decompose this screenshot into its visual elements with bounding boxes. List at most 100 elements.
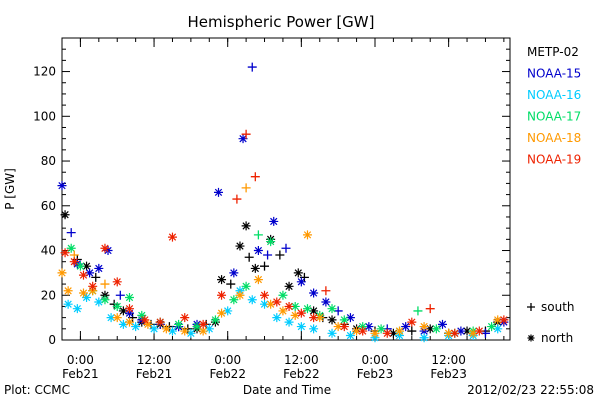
y-tick-label: 20 bbox=[41, 288, 56, 302]
data-point-noaa-15-south bbox=[333, 306, 343, 316]
data-point-noaa-16-north bbox=[106, 313, 116, 323]
data-point-noaa-17-north bbox=[210, 315, 220, 325]
data-point-noaa-15-south bbox=[263, 250, 273, 260]
x-tick-label-time: 12:00 bbox=[137, 353, 172, 367]
data-point-noaa-15-north bbox=[253, 246, 263, 256]
x-axis-ticks: 0:00Feb2112:00Feb210:00Feb2212:00Feb220:… bbox=[61, 38, 505, 381]
data-point-noaa-15-south bbox=[115, 290, 125, 300]
data-point-metp-02-north bbox=[293, 268, 303, 278]
y-tick-label: 0 bbox=[48, 333, 56, 347]
data-point-noaa-15-north bbox=[238, 134, 248, 144]
data-point-noaa-19-north bbox=[339, 322, 349, 332]
data-point-noaa-19-north bbox=[88, 281, 98, 291]
data-point-metp-02-north bbox=[217, 275, 227, 285]
data-point-noaa-16-north bbox=[260, 299, 270, 309]
data-point-noaa-18-north bbox=[333, 322, 343, 332]
data-point-noaa-16-north bbox=[118, 319, 128, 329]
y-tick-label: 120 bbox=[33, 65, 56, 79]
data-point-noaa-19-north bbox=[260, 290, 270, 300]
data-point-noaa-19-north bbox=[296, 308, 306, 318]
y-axis-ticks: 0 20 40 60 80 100 120 bbox=[33, 37, 510, 347]
data-point-noaa-18-south bbox=[241, 183, 251, 193]
data-point-noaa-17-north bbox=[192, 322, 202, 332]
data-point-noaa-16-north bbox=[327, 328, 337, 338]
data-point-noaa-16-north bbox=[94, 297, 104, 307]
data-point-noaa-18-north bbox=[217, 308, 227, 318]
data-point-noaa-16-north bbox=[72, 304, 82, 314]
data-point-noaa-15-north bbox=[296, 277, 306, 287]
x-tick-label-time: 0:00 bbox=[362, 353, 389, 367]
data-point-noaa-18-north bbox=[235, 290, 245, 300]
x-tick-label-date: Feb21 bbox=[62, 367, 99, 381]
data-point-noaa-17-north bbox=[137, 310, 147, 320]
data-point-noaa-17-north bbox=[75, 261, 85, 271]
data-point-noaa-16-north bbox=[419, 333, 429, 343]
data-point-metp-02-north bbox=[388, 328, 398, 338]
data-point-noaa-19-south bbox=[321, 286, 331, 296]
data-point-metp-02-north bbox=[118, 306, 128, 316]
data-point-noaa-19-north bbox=[474, 326, 484, 336]
data-point-noaa-18-north bbox=[419, 322, 429, 332]
data-point-metp-02-south bbox=[260, 261, 270, 271]
data-point-metp-02-north bbox=[309, 306, 319, 316]
data-point-noaa-15-north bbox=[57, 181, 67, 191]
data-point-noaa-19-south bbox=[241, 129, 251, 139]
data-point-noaa-16-north bbox=[204, 324, 214, 334]
data-point-noaa-19-north bbox=[167, 232, 177, 242]
data-point-noaa-16-north bbox=[309, 324, 319, 334]
data-point-noaa-17-north bbox=[66, 243, 76, 253]
y-axis-label: P [GW] bbox=[3, 168, 17, 210]
x-tick-label-date: Feb23 bbox=[430, 367, 467, 381]
data-point-noaa-18-north bbox=[112, 313, 122, 323]
data-point-noaa-18-north bbox=[198, 326, 208, 336]
data-point-metp-02-north bbox=[82, 261, 92, 271]
hemisphere-legend-label: south bbox=[541, 300, 575, 314]
data-points bbox=[57, 62, 509, 343]
data-point-metp-02-south bbox=[226, 279, 236, 289]
data-point-noaa-15-north bbox=[456, 326, 466, 336]
data-point-noaa-17-north bbox=[241, 281, 251, 291]
data-point-noaa-19-north bbox=[499, 315, 509, 325]
data-point-metp-02-south bbox=[91, 272, 101, 282]
x-tick-label-date: Feb23 bbox=[357, 367, 394, 381]
data-point-noaa-15-north bbox=[364, 322, 374, 332]
data-point-noaa-16-north bbox=[493, 324, 503, 334]
data-point-noaa-19-north bbox=[382, 328, 392, 338]
data-point-noaa-16-north bbox=[223, 306, 233, 316]
data-point-noaa-15-north bbox=[94, 263, 104, 273]
data-point-noaa-19-north bbox=[407, 317, 417, 327]
x-tick-label-time: 12:00 bbox=[284, 353, 319, 367]
data-point-noaa-16-north bbox=[345, 331, 355, 341]
data-point-noaa-19-north bbox=[217, 290, 227, 300]
data-point-noaa-17-north bbox=[339, 315, 349, 325]
legend-entry-noaa-16: NOAA-16 bbox=[527, 88, 581, 102]
data-point-noaa-18-north bbox=[395, 326, 405, 336]
data-point-noaa-19-north bbox=[78, 270, 88, 280]
legend-entry-noaa-18: NOAA-18 bbox=[527, 131, 581, 145]
data-point-noaa-16-north bbox=[131, 322, 141, 332]
data-point-noaa-17-north bbox=[266, 237, 276, 247]
data-point-noaa-15-north bbox=[85, 268, 95, 278]
data-point-metp-02-south bbox=[244, 252, 254, 262]
hemisphere-legend-north: north bbox=[527, 331, 573, 345]
data-point-noaa-18-north bbox=[266, 299, 276, 309]
data-point-noaa-15-north bbox=[321, 297, 331, 307]
data-point-noaa-17-south bbox=[413, 306, 423, 316]
data-point-noaa-17-north bbox=[125, 292, 135, 302]
x-tick-label-time: 0:00 bbox=[67, 353, 94, 367]
y-tick-label: 80 bbox=[41, 154, 56, 168]
series-legend: METP-02 NOAA-15 NOAA-16 NOAA-17 NOAA-18 NOAA-… bbox=[527, 45, 581, 167]
data-point-noaa-16-north bbox=[296, 322, 306, 332]
data-point-noaa-18-north bbox=[468, 328, 478, 338]
data-point-noaa-18-north bbox=[290, 310, 300, 320]
data-point-noaa-18-north bbox=[143, 319, 153, 329]
x-tick-label-date: Feb21 bbox=[136, 367, 173, 381]
data-point-noaa-16-north bbox=[82, 292, 92, 302]
data-point-noaa-18-north bbox=[78, 288, 88, 298]
data-point-noaa-15-south bbox=[247, 62, 257, 72]
data-point-noaa-17-north bbox=[431, 324, 441, 334]
data-point-metp-02-north bbox=[250, 263, 260, 273]
data-point-noaa-16-north bbox=[186, 328, 196, 338]
data-point-noaa-18-north bbox=[253, 275, 263, 285]
x-tick-label-date: Feb22 bbox=[209, 367, 246, 381]
